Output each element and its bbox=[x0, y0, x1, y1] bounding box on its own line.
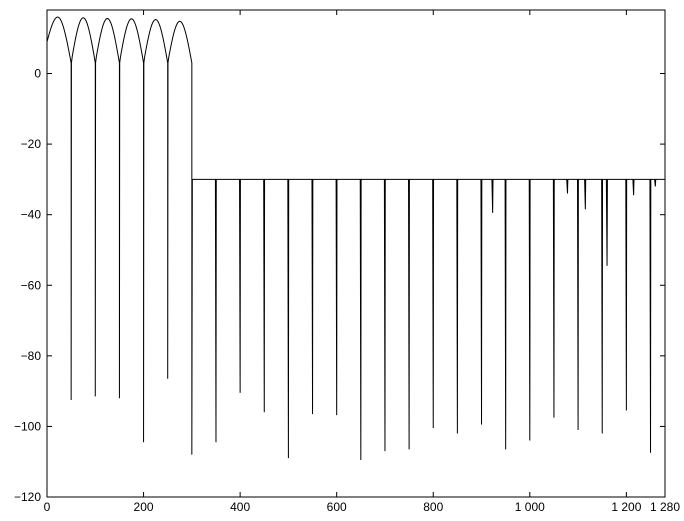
x-tick-label: 600 bbox=[327, 500, 347, 514]
x-tick-label: 800 bbox=[423, 500, 443, 514]
tick-labels: 0 200 400 600 800 1 000 1 200 1 280 0 −20 −40 −60 −8… bbox=[14, 67, 680, 514]
y-tick-label: −20 bbox=[21, 137, 42, 151]
x-tick-label: 1 200 bbox=[611, 500, 641, 514]
y-tick-label: −100 bbox=[14, 419, 41, 433]
axis-ticks bbox=[46, 10, 666, 498]
y-tick-label: −60 bbox=[21, 278, 42, 292]
x-tick-label: 400 bbox=[230, 500, 250, 514]
x-tick-label: 1 000 bbox=[515, 500, 545, 514]
y-tick-label: −120 bbox=[14, 490, 41, 504]
x-tick-label: 200 bbox=[134, 500, 154, 514]
y-tick-label: −80 bbox=[21, 349, 42, 363]
x-tick-label: 0 bbox=[44, 500, 51, 514]
plot-area bbox=[46, 16, 665, 460]
y-tick-label: 0 bbox=[34, 67, 41, 81]
y-tick-label: −40 bbox=[21, 208, 42, 222]
response-line bbox=[46, 16, 665, 460]
plot-frame bbox=[46, 9, 666, 498]
x-tick-label: 1 280 bbox=[650, 500, 680, 514]
